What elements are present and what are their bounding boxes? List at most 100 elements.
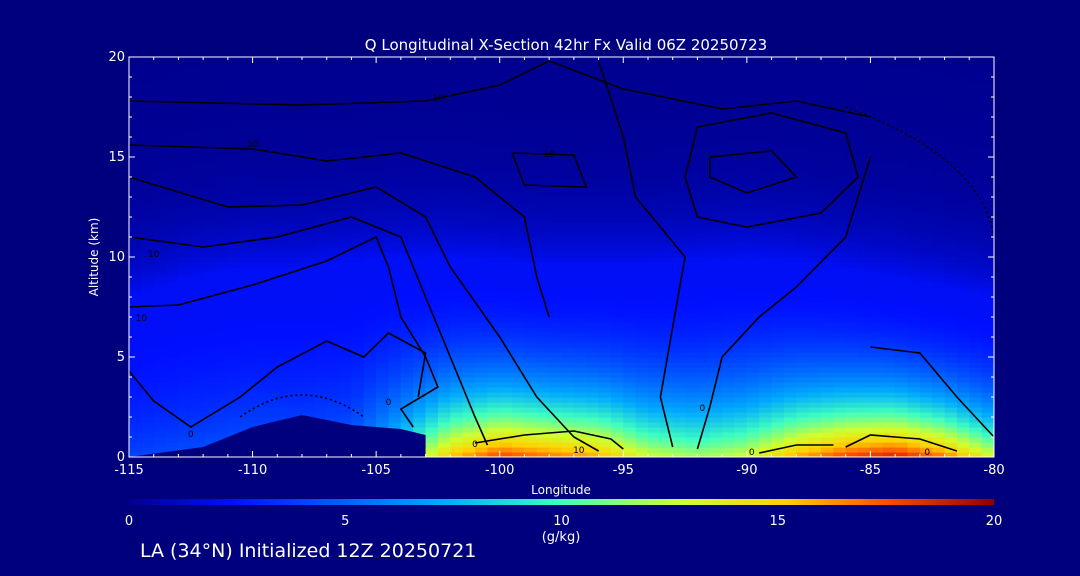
- heat-cell: [833, 327, 847, 333]
- heat-cell: [635, 332, 649, 338]
- heat-cell: [166, 432, 180, 438]
- heat-cell: [536, 142, 550, 148]
- heat-cell: [363, 322, 377, 328]
- heat-cell: [759, 97, 773, 103]
- heat-cell: [166, 97, 180, 103]
- heat-cell: [376, 107, 390, 113]
- heat-cell: [215, 417, 229, 423]
- heat-cell: [363, 167, 377, 173]
- heat-cell: [586, 417, 600, 423]
- heat-cell: [858, 387, 872, 393]
- heat-cell: [499, 317, 513, 323]
- heat-cell: [326, 172, 340, 178]
- heat-cell: [709, 237, 723, 243]
- heat-cell: [413, 192, 427, 198]
- heat-cell: [462, 142, 476, 148]
- heat-cell: [610, 362, 624, 368]
- heat-cell: [536, 192, 550, 198]
- heat-cell: [821, 422, 834, 428]
- heat-cell: [573, 262, 587, 268]
- heat-cell: [487, 92, 501, 98]
- heat-cell: [833, 152, 847, 158]
- heat-cell: [499, 82, 513, 88]
- heat-cell: [635, 142, 649, 148]
- heat-cell: [759, 362, 773, 368]
- heat-cell: [623, 387, 637, 393]
- heat-cell: [302, 197, 315, 203]
- heat-cell: [586, 222, 600, 228]
- heat-cell: [475, 177, 488, 183]
- heat-cell: [635, 97, 649, 103]
- heat-cell: [660, 432, 674, 438]
- heat-cell: [635, 337, 649, 343]
- heat-cell: [561, 332, 575, 338]
- heat-cell: [413, 357, 427, 363]
- heat-cell: [129, 337, 142, 343]
- heat-cell: [178, 127, 192, 133]
- heat-cell: [302, 247, 315, 253]
- heat-cell: [648, 212, 661, 218]
- heat-cell: [302, 112, 315, 118]
- heat-cell: [264, 82, 278, 88]
- heat-cell: [808, 207, 822, 213]
- heat-cell: [524, 232, 538, 238]
- heat-cell: [425, 407, 439, 413]
- heat-cell: [437, 417, 451, 423]
- heat-cell: [314, 247, 328, 253]
- heat-cell: [462, 62, 476, 68]
- heat-cell: [833, 102, 847, 108]
- heat-cell: [672, 437, 686, 443]
- heat-cell: [512, 67, 526, 73]
- heat-cell: [166, 312, 180, 318]
- heat-cell: [635, 127, 649, 133]
- heat-cell: [339, 412, 353, 418]
- heat-cell: [734, 387, 748, 393]
- heat-cell: [400, 337, 414, 343]
- heat-cell: [697, 207, 711, 213]
- heat-cell: [561, 212, 575, 218]
- heat-cell: [858, 117, 872, 123]
- heat-cell: [512, 257, 526, 263]
- heat-cell: [326, 212, 340, 218]
- heat-cell: [512, 207, 526, 213]
- heat-cell: [129, 317, 142, 323]
- heat-cell: [437, 257, 451, 263]
- heat-cell: [351, 377, 365, 383]
- heat-cell: [821, 147, 834, 153]
- heat-cell: [845, 222, 859, 228]
- heat-cell: [289, 222, 303, 228]
- heat-cell: [264, 117, 278, 123]
- heat-cell: [672, 192, 686, 198]
- heat-cell: [129, 357, 142, 363]
- heat-cell: [190, 377, 204, 383]
- heat-cell: [376, 112, 390, 118]
- heat-cell: [660, 342, 674, 348]
- heat-cell: [178, 372, 192, 378]
- heat-cell: [672, 232, 686, 238]
- heat-cell: [252, 347, 266, 353]
- heat-cell: [425, 392, 439, 398]
- heat-cell: [660, 62, 674, 68]
- heat-cell: [166, 222, 180, 228]
- heat-cell: [610, 67, 624, 73]
- heat-cell: [277, 182, 291, 188]
- heat-cell: [203, 362, 217, 368]
- heat-cell: [709, 302, 723, 308]
- heat-cell: [536, 237, 550, 243]
- heat-cell: [635, 347, 649, 353]
- heat-cell: [870, 262, 884, 268]
- heat-cell: [561, 377, 575, 383]
- heat-cell: [400, 67, 414, 73]
- heat-cell: [709, 267, 723, 273]
- heat-cell: [833, 232, 847, 238]
- heat-cell: [264, 142, 278, 148]
- heat-cell: [190, 147, 204, 153]
- heat-cell: [499, 77, 513, 83]
- heat-cell: [326, 352, 340, 358]
- heat-cell: [339, 177, 353, 183]
- heat-cell: [166, 77, 180, 83]
- heat-cell: [586, 247, 600, 253]
- heat-cell: [425, 147, 439, 153]
- heat-cell: [166, 372, 180, 378]
- heat-cell: [425, 292, 439, 298]
